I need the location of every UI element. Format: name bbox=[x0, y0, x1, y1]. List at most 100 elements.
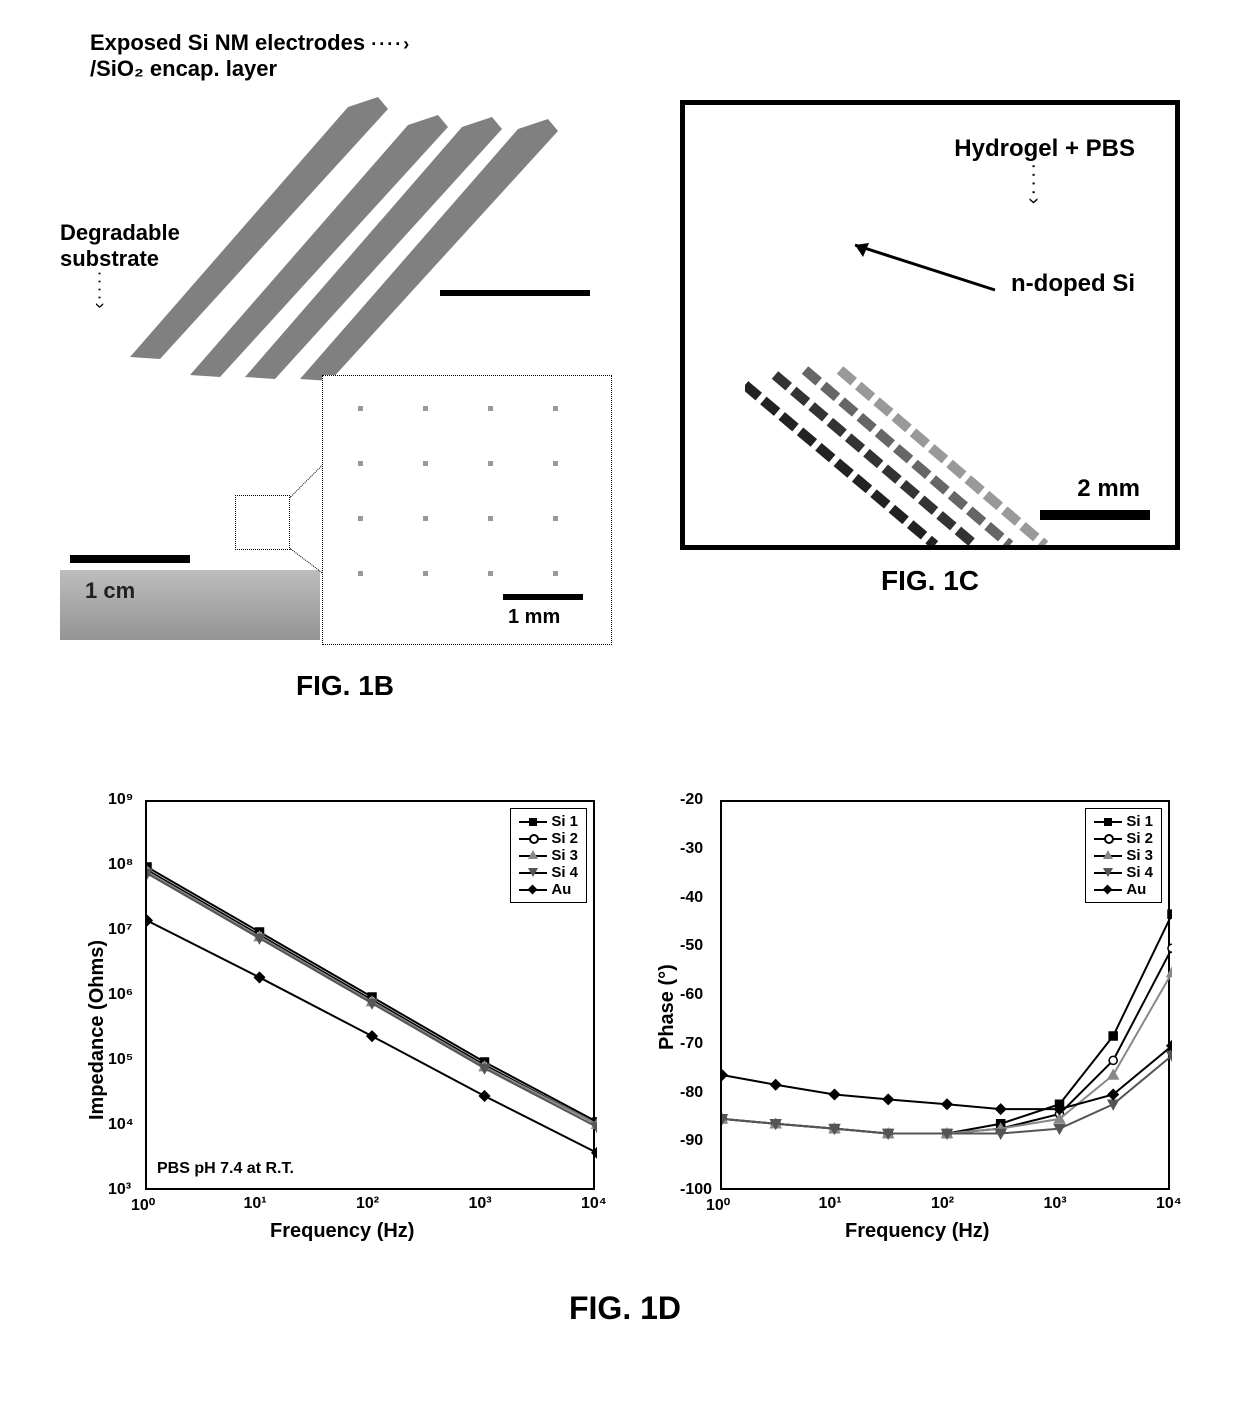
fig1c-traces bbox=[745, 355, 1065, 545]
phase-xlabel: Frequency (Hz) bbox=[845, 1220, 989, 1243]
leg-si4: Si 4 bbox=[519, 864, 578, 881]
leg-au-text: Au bbox=[551, 881, 571, 898]
pleg-si3: Si 3 bbox=[1094, 847, 1153, 864]
fig-1c-container: Hydrogel + PBS ····› n-doped Si 2 mm FIG… bbox=[680, 100, 1180, 630]
imp-legend: Si 1 Si 2 Si 3 Si 4 Au bbox=[510, 808, 587, 903]
fig1b-scalebar-1cm bbox=[70, 555, 190, 563]
imp-ytick: 10⁸ bbox=[108, 856, 133, 874]
pleg-si2-text: Si 2 bbox=[1126, 830, 1153, 847]
phase-xtick: 10¹ bbox=[819, 1195, 842, 1213]
fig1b-scalebar-top bbox=[440, 290, 590, 296]
phase-ytick: -20 bbox=[680, 791, 703, 809]
phase-xtick: 10⁴ bbox=[1156, 1195, 1182, 1213]
imp-ytick: 10⁶ bbox=[108, 986, 133, 1004]
fig1c-label2: n-doped Si bbox=[1011, 270, 1135, 298]
phase-ytick: -60 bbox=[680, 986, 703, 1004]
imp-xtick: 10⁰ bbox=[131, 1195, 155, 1215]
grid-dot bbox=[358, 406, 363, 411]
imp-ytick: 10⁷ bbox=[108, 921, 132, 939]
imp-xtick: 10¹ bbox=[244, 1195, 267, 1213]
label-text: Exposed Si NM electrodes bbox=[90, 30, 365, 55]
imp-xtick: 10³ bbox=[469, 1195, 492, 1213]
grid-dot bbox=[553, 571, 558, 576]
pleg-si4: Si 4 bbox=[1094, 864, 1153, 881]
fig1b-scalebar-1cm-text: 1 cm bbox=[85, 578, 135, 604]
fig1d-caption: FIG. 1D bbox=[70, 1290, 1180, 1327]
leg-si3-text: Si 3 bbox=[551, 847, 578, 864]
fig1b-zoom-source bbox=[235, 495, 290, 550]
grid-dot bbox=[488, 516, 493, 521]
phase-legend: Si 1 Si 2 Si 3 Si 4 Au bbox=[1085, 808, 1162, 903]
fig1c-caption: FIG. 1C bbox=[680, 565, 1180, 597]
fig-1d-container: Impedance (Ohms) Si 1 Si 2 Si 3 Si 4 Au … bbox=[70, 790, 1180, 1350]
imp-ytick: 10⁴ bbox=[108, 1116, 134, 1134]
fig1c-scalebar bbox=[1040, 510, 1150, 520]
fig1c-panel: Hydrogel + PBS ····› n-doped Si 2 mm bbox=[680, 100, 1180, 550]
grid-dot bbox=[423, 461, 428, 466]
fig1b-label-top: Exposed Si NM electrodes ····› bbox=[90, 30, 411, 56]
grid-dot bbox=[553, 406, 558, 411]
impedance-chart-wrap: Impedance (Ohms) Si 1 Si 2 Si 3 Si 4 Au … bbox=[70, 790, 610, 1260]
leg-si2: Si 2 bbox=[519, 830, 578, 847]
dot-grid bbox=[323, 376, 611, 644]
fig1b-caption: FIG. 1B bbox=[60, 670, 630, 702]
grid-dot bbox=[423, 571, 428, 576]
pleg-si1: Si 1 bbox=[1094, 813, 1153, 830]
grid-dot bbox=[423, 406, 428, 411]
fig1c-scalebar-text: 2 mm bbox=[1077, 475, 1140, 503]
pleg-si3-text: Si 3 bbox=[1126, 847, 1153, 864]
pleg-si2: Si 2 bbox=[1094, 830, 1153, 847]
fig1b-inset: 1 mm bbox=[322, 375, 612, 645]
pleg-au: Au bbox=[1094, 881, 1153, 898]
fig1b-label-left: Degradable bbox=[60, 220, 180, 246]
phase-ytick: -80 bbox=[680, 1084, 703, 1102]
grid-dot bbox=[488, 461, 493, 466]
fig1b-label-left2: substrate bbox=[60, 246, 159, 272]
leg-si3: Si 3 bbox=[519, 847, 578, 864]
grid-dot bbox=[358, 461, 363, 466]
phase-chart: Si 1 Si 2 Si 3 Si 4 Au bbox=[720, 800, 1170, 1190]
imp-ylabel: Impedance (Ohms) bbox=[86, 940, 109, 1120]
phase-xtick: 10³ bbox=[1044, 1195, 1067, 1213]
grid-dot bbox=[488, 406, 493, 411]
phase-ytick: -40 bbox=[680, 889, 703, 907]
fig1c-arrow2 bbox=[845, 235, 1005, 305]
pleg-au-text: Au bbox=[1126, 881, 1146, 898]
imp-ytick: 10⁹ bbox=[108, 791, 133, 809]
phase-ytick: -50 bbox=[680, 937, 703, 955]
fig-1b-container: Exposed Si NM electrodes ····› /SiO₂ enc… bbox=[60, 30, 630, 730]
phase-chart-wrap: Phase (°) Si 1 Si 2 Si 3 Si 4 Au Frequen… bbox=[640, 790, 1180, 1260]
phase-ytick: -90 bbox=[680, 1132, 703, 1150]
fig1b-left-arrow: ····› bbox=[89, 271, 110, 311]
grid-dot bbox=[553, 516, 558, 521]
phase-ytick: -30 bbox=[680, 840, 703, 858]
fig1b-inset-scalebar bbox=[503, 594, 583, 600]
imp-xtick: 10² bbox=[356, 1195, 379, 1213]
imp-ytick: 10³ bbox=[108, 1181, 131, 1199]
phase-xtick: 10⁰ bbox=[706, 1195, 730, 1215]
leg-si1-text: Si 1 bbox=[551, 813, 578, 830]
grid-dot bbox=[553, 461, 558, 466]
grid-dot bbox=[358, 571, 363, 576]
leg-si1: Si 1 bbox=[519, 813, 578, 830]
leg-si2-text: Si 2 bbox=[551, 830, 578, 847]
grid-dot bbox=[488, 571, 493, 576]
impedance-chart: Si 1 Si 2 Si 3 Si 4 Au PBS pH 7.4 at R.T… bbox=[145, 800, 595, 1190]
grid-dot bbox=[358, 516, 363, 521]
imp-xtick: 10⁴ bbox=[581, 1195, 607, 1213]
leg-au: Au bbox=[519, 881, 578, 898]
pleg-si4-text: Si 4 bbox=[1126, 864, 1153, 881]
pleg-si1-text: Si 1 bbox=[1126, 813, 1153, 830]
phase-xtick: 10² bbox=[931, 1195, 954, 1213]
imp-ytick: 10⁵ bbox=[108, 1051, 133, 1069]
imp-note: PBS pH 7.4 at R.T. bbox=[157, 1160, 294, 1178]
leg-si4-text: Si 4 bbox=[551, 864, 578, 881]
fig1c-label1: Hydrogel + PBS bbox=[954, 135, 1135, 163]
fig1b-label-top2: /SiO₂ encap. layer bbox=[90, 56, 277, 82]
phase-ytick: -70 bbox=[680, 1035, 703, 1053]
fig1b-inset-scalebar-text: 1 mm bbox=[508, 606, 560, 629]
fig1c-arrow1: ····› bbox=[1022, 163, 1045, 206]
phase-ylabel: Phase (°) bbox=[656, 964, 679, 1050]
imp-xlabel: Frequency (Hz) bbox=[270, 1220, 414, 1243]
grid-dot bbox=[423, 516, 428, 521]
